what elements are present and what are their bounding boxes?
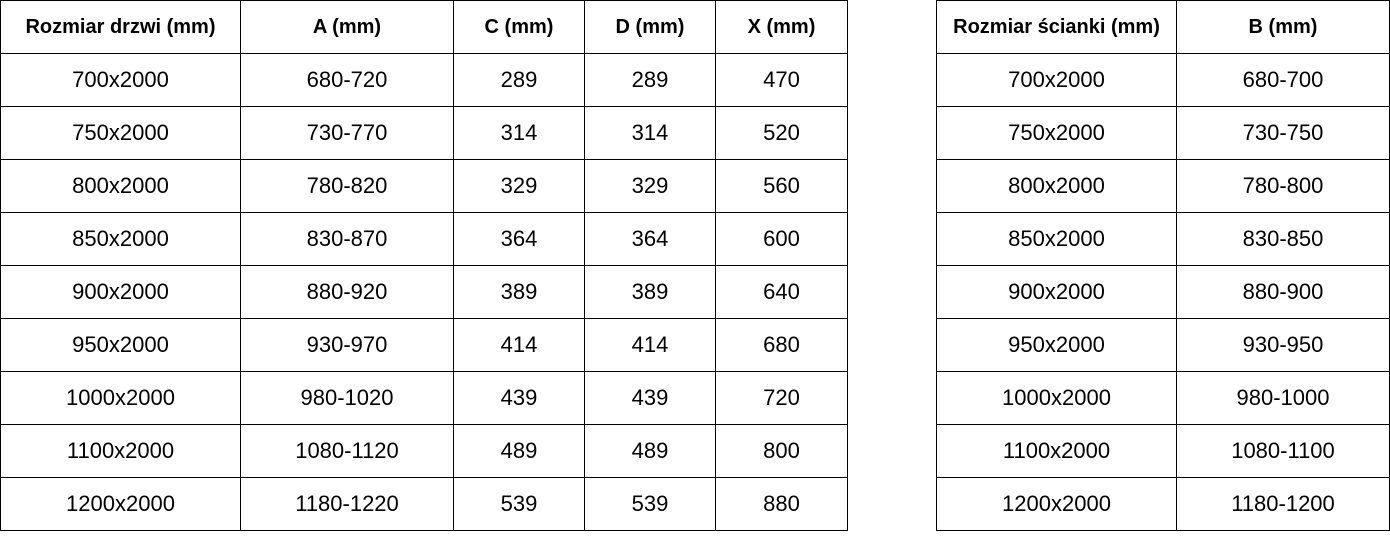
table-row: 950x2000 930-970 414 414 680: [0, 318, 848, 372]
table-cell: 730-770: [240, 106, 454, 160]
table-cell: 950x2000: [0, 318, 241, 372]
table-cell: 750x2000: [936, 106, 1177, 160]
column-header: Rozmiar ścianki (mm): [936, 0, 1177, 54]
table-cell: 289: [584, 53, 716, 107]
table-row: 700x2000 680-720 289 289 470: [0, 53, 848, 107]
table-cell: 389: [453, 265, 585, 319]
table-cell: 1100x2000: [0, 424, 241, 478]
table-cell: 289: [453, 53, 585, 107]
table-row: 850x2000 830-870 364 364 600: [0, 212, 848, 266]
table-cell: 1180-1220: [240, 477, 454, 531]
table-cell: 489: [584, 424, 716, 478]
door-size-table: Rozmiar drzwi (mm) A (mm) C (mm) D (mm) X (m…: [0, 0, 848, 531]
column-header: A (mm): [240, 0, 454, 54]
table-cell: 539: [584, 477, 716, 531]
column-header: C (mm): [453, 0, 585, 54]
table-row: 900x2000 880-900: [936, 265, 1390, 319]
table-cell: 880: [715, 477, 848, 531]
table-cell: 930-950: [1176, 318, 1390, 372]
table-row: 850x2000 830-850: [936, 212, 1390, 266]
table-cell: 780-800: [1176, 159, 1390, 213]
table-cell: 640: [715, 265, 848, 319]
table-cell: 489: [453, 424, 585, 478]
table-row: 800x2000 780-820 329 329 560: [0, 159, 848, 213]
table-row: 1200x2000 1180-1220 539 539 880: [0, 477, 848, 531]
table-cell: 830-870: [240, 212, 454, 266]
table-row: 1200x2000 1180-1200: [936, 477, 1390, 531]
wall-size-table: Rozmiar ścianki (mm) B (mm) 700x2000 680-7…: [936, 0, 1390, 531]
column-header: D (mm): [584, 0, 716, 54]
table-row: 700x2000 680-700: [936, 53, 1390, 107]
table-cell: 900x2000: [0, 265, 241, 319]
column-header: B (mm): [1176, 0, 1390, 54]
table-cell: 700x2000: [0, 53, 241, 107]
table-row: 1000x2000 980-1000: [936, 371, 1390, 425]
table-row: 1100x2000 1080-1100: [936, 424, 1390, 478]
table-cell: 1200x2000: [936, 477, 1177, 531]
table-cell: 1100x2000: [936, 424, 1177, 478]
table-cell: 539: [453, 477, 585, 531]
table-cell: 439: [584, 371, 716, 425]
table-cell: 880-900: [1176, 265, 1390, 319]
table-cell: 900x2000: [936, 265, 1177, 319]
table-cell: 980-1000: [1176, 371, 1390, 425]
table-cell: 730-750: [1176, 106, 1390, 160]
table-cell: 520: [715, 106, 848, 160]
table-cell: 930-970: [240, 318, 454, 372]
table-cell: 980-1020: [240, 371, 454, 425]
table-cell: 1000x2000: [936, 371, 1177, 425]
table-cell: 560: [715, 159, 848, 213]
table-cell: 414: [453, 318, 585, 372]
table-cell: 850x2000: [0, 212, 241, 266]
table-cell: 780-820: [240, 159, 454, 213]
table-row: 1100x2000 1080-1120 489 489 800: [0, 424, 848, 478]
table-cell: 950x2000: [936, 318, 1177, 372]
table-header-row: Rozmiar drzwi (mm) A (mm) C (mm) D (mm) X (m…: [0, 0, 848, 54]
table-cell: 800: [715, 424, 848, 478]
table-cell: 329: [453, 159, 585, 213]
table-cell: 1200x2000: [0, 477, 241, 531]
table-cell: 830-850: [1176, 212, 1390, 266]
table-cell: 680: [715, 318, 848, 372]
table-cell: 1000x2000: [0, 371, 241, 425]
table-cell: 800x2000: [0, 159, 241, 213]
table-cell: 439: [453, 371, 585, 425]
column-header: Rozmiar drzwi (mm): [0, 0, 241, 54]
column-header: X (mm): [715, 0, 848, 54]
table-cell: 720: [715, 371, 848, 425]
table-cell: 700x2000: [936, 53, 1177, 107]
table-cell: 600: [715, 212, 848, 266]
table-cell: 680-720: [240, 53, 454, 107]
table-cell: 750x2000: [0, 106, 241, 160]
table-row: 950x2000 930-950: [936, 318, 1390, 372]
table-row: 900x2000 880-920 389 389 640: [0, 265, 848, 319]
table-cell: 314: [453, 106, 585, 160]
table-cell: 364: [453, 212, 585, 266]
table-cell: 680-700: [1176, 53, 1390, 107]
table-cell: 850x2000: [936, 212, 1177, 266]
table-header-row: Rozmiar ścianki (mm) B (mm): [936, 0, 1390, 54]
table-cell: 414: [584, 318, 716, 372]
table-cell: 1080-1100: [1176, 424, 1390, 478]
table-cell: 470: [715, 53, 848, 107]
table-row: 750x2000 730-750: [936, 106, 1390, 160]
table-cell: 1180-1200: [1176, 477, 1390, 531]
table-cell: 329: [584, 159, 716, 213]
table-cell: 389: [584, 265, 716, 319]
table-cell: 364: [584, 212, 716, 266]
table-row: 750x2000 730-770 314 314 520: [0, 106, 848, 160]
table-cell: 1080-1120: [240, 424, 454, 478]
table-cell: 800x2000: [936, 159, 1177, 213]
table-cell: 314: [584, 106, 716, 160]
table-row: 800x2000 780-800: [936, 159, 1390, 213]
table-cell: 880-920: [240, 265, 454, 319]
table-row: 1000x2000 980-1020 439 439 720: [0, 371, 848, 425]
